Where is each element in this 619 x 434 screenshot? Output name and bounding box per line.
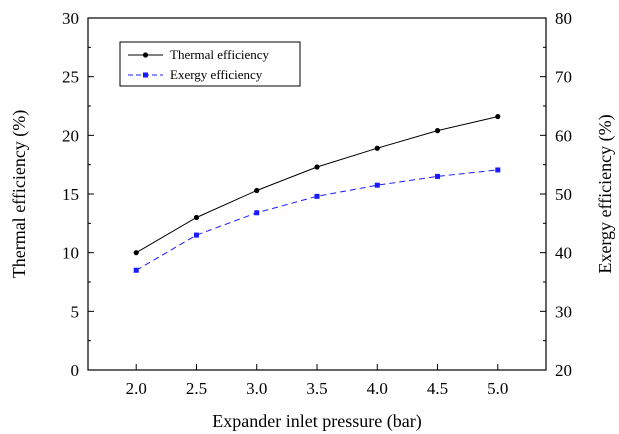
legend-label-exergy: Exergy efficiency (170, 67, 263, 82)
legend-marker-exergy (143, 72, 148, 78)
data-point-exergy (314, 193, 320, 199)
data-point-thermal (374, 145, 380, 151)
left-y-tick-label: 0 (71, 361, 80, 380)
right-y-axis-title: Exergy efficiency (%) (595, 114, 616, 273)
data-point-exergy (133, 267, 139, 273)
legend: Thermal efficiency Exergy efficiency (119, 41, 301, 87)
x-tick-label: 2.0 (126, 379, 147, 398)
data-point-thermal (133, 250, 139, 256)
data-point-thermal (314, 164, 320, 170)
axis-ticks: 2.0 2.5 3.0 3.5 4.0 4.5 5.0 0 5 10 15 20 25 30 20 30 40 5… (62, 9, 572, 398)
left-y-tick-label: 5 (71, 302, 80, 321)
x-tick-label: 3.0 (246, 379, 267, 398)
data-point-exergy (495, 167, 501, 173)
left-y-tick-label: 20 (62, 126, 79, 145)
right-y-tick-label: 30 (555, 302, 572, 321)
data-point-thermal (193, 214, 200, 221)
legend-label-thermal: Thermal efficiency (170, 47, 270, 62)
x-tick-label: 4.5 (427, 379, 448, 398)
left-y-tick-label: 10 (62, 244, 79, 263)
right-y-tick-label: 40 (555, 244, 572, 263)
right-y-tick-label: 70 (555, 68, 572, 87)
legend-box (119, 41, 301, 87)
right-y-tick-label: 60 (555, 126, 572, 145)
left-y-tick-label: 30 (62, 9, 79, 28)
x-tick-label: 5.0 (487, 379, 508, 398)
left-y-tick-label: 25 (62, 68, 79, 87)
right-y-tick-label: 50 (555, 185, 572, 204)
right-y-tick-label: 20 (555, 361, 572, 380)
legend-marker-thermal (142, 52, 149, 58)
series-line-thermal (135, 116, 498, 254)
data-point-thermal (254, 187, 260, 194)
right-y-tick-label: 80 (555, 9, 572, 28)
data-point-thermal (434, 128, 441, 134)
x-axis-title: Expander inlet pressure (bar) (212, 411, 421, 432)
data-point-exergy (254, 210, 260, 216)
left-y-tick-label: 15 (62, 185, 79, 204)
series-line-exergy (135, 169, 498, 271)
data-point-exergy (435, 173, 441, 179)
data-point-thermal (495, 113, 501, 120)
left-y-axis-title: Thermal efficiency (%) (9, 110, 30, 279)
series-layer (133, 113, 501, 273)
data-point-exergy (374, 182, 380, 188)
x-tick-label: 3.5 (306, 379, 327, 398)
x-tick-label: 2.5 (186, 379, 207, 398)
x-tick-label: 4.0 (367, 379, 388, 398)
data-point-exergy (193, 232, 199, 238)
